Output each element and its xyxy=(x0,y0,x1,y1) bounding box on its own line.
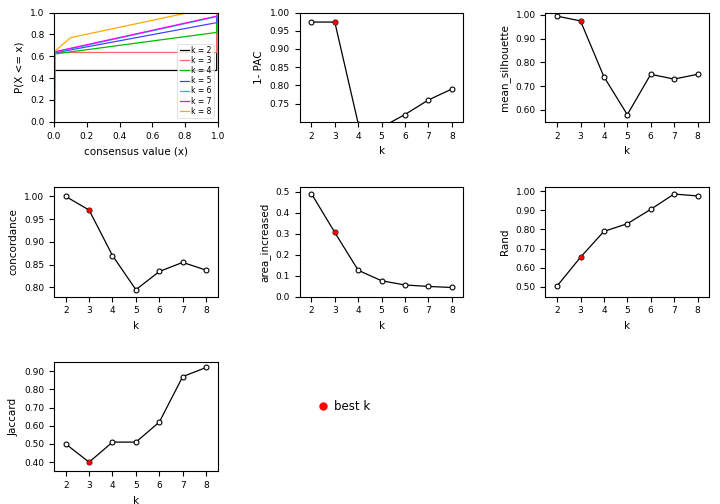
Line: k = 6: k = 6 xyxy=(54,15,217,122)
k = 2 xyxy=(213,12,222,18)
k = 8 xyxy=(213,11,222,17)
Line: k = 5: k = 5 xyxy=(54,16,217,122)
k = 4 xyxy=(179,34,187,40)
k = 4 xyxy=(125,41,134,47)
k = 2 xyxy=(50,119,58,125)
k = 6 xyxy=(179,21,187,27)
k = 7 xyxy=(179,21,187,27)
k = 3 xyxy=(213,13,222,19)
k = 3 xyxy=(209,49,217,55)
k = 2 xyxy=(212,12,221,18)
Legend: k = 2, k = 3, k = 4, k = 5, k = 6, k = 7, k = 8: k = 2, k = 3, k = 4, k = 5, k = 6, k = 7… xyxy=(177,43,214,118)
X-axis label: k: k xyxy=(132,495,139,504)
k = 5 xyxy=(125,36,134,42)
k = 4 xyxy=(50,119,58,125)
k = 3 xyxy=(209,49,217,55)
k = 7 xyxy=(209,14,217,20)
k = 8 xyxy=(179,11,187,17)
k = 4 xyxy=(212,15,221,21)
k = 6 xyxy=(209,15,217,21)
k = 5 xyxy=(50,119,58,125)
Y-axis label: concordance: concordance xyxy=(9,209,19,275)
k = 7 xyxy=(212,12,221,18)
k = 4 xyxy=(209,30,217,36)
k = 6 xyxy=(130,32,138,38)
k = 8 xyxy=(58,42,67,48)
k = 7 xyxy=(209,14,217,20)
k = 3 xyxy=(212,13,221,19)
X-axis label: k: k xyxy=(379,321,384,331)
k = 8 xyxy=(130,21,138,27)
k = 6 xyxy=(50,119,58,125)
k = 5 xyxy=(209,20,217,26)
X-axis label: k: k xyxy=(624,146,631,156)
Y-axis label: Jaccard: Jaccard xyxy=(9,398,19,435)
k = 5 xyxy=(209,20,217,26)
k = 8 xyxy=(125,22,134,28)
k = 4 xyxy=(58,50,67,56)
Legend: best k: best k xyxy=(314,395,375,418)
k = 4 xyxy=(213,15,222,21)
Y-axis label: P(X <= x): P(X <= x) xyxy=(14,41,24,93)
Line: k = 8: k = 8 xyxy=(54,13,217,122)
k = 2 xyxy=(125,68,134,74)
k = 8 xyxy=(184,10,192,16)
k = 6 xyxy=(212,12,221,18)
Line: k = 3: k = 3 xyxy=(54,16,217,122)
Y-axis label: mean_silhouette: mean_silhouette xyxy=(499,24,510,111)
Y-axis label: area_increased: area_increased xyxy=(259,202,270,282)
k = 4 xyxy=(130,40,138,46)
k = 8 xyxy=(209,10,217,16)
k = 3 xyxy=(58,49,67,55)
k = 5 xyxy=(130,35,138,41)
X-axis label: consensus value (x): consensus value (x) xyxy=(84,146,188,156)
k = 2 xyxy=(58,68,67,74)
k = 7 xyxy=(213,12,222,18)
k = 2 xyxy=(130,68,138,74)
k = 6 xyxy=(125,33,134,39)
k = 5 xyxy=(179,26,187,32)
k = 7 xyxy=(130,31,138,37)
k = 6 xyxy=(209,15,217,21)
k = 4 xyxy=(209,30,217,36)
k = 5 xyxy=(212,13,221,19)
Y-axis label: 1- PAC: 1- PAC xyxy=(254,50,264,84)
k = 6 xyxy=(58,47,67,53)
k = 5 xyxy=(58,48,67,54)
k = 2 xyxy=(209,68,217,74)
Line: k = 2: k = 2 xyxy=(54,15,217,122)
k = 3 xyxy=(125,49,134,55)
k = 8 xyxy=(209,10,217,16)
k = 7 xyxy=(125,32,134,38)
k = 3 xyxy=(130,49,138,55)
Line: k = 4: k = 4 xyxy=(54,18,217,122)
k = 3 xyxy=(50,119,58,125)
k = 7 xyxy=(50,119,58,125)
k = 3 xyxy=(179,49,187,55)
X-axis label: k: k xyxy=(624,321,631,331)
X-axis label: k: k xyxy=(132,321,139,331)
k = 7 xyxy=(58,47,67,53)
Line: k = 7: k = 7 xyxy=(54,15,217,122)
k = 2 xyxy=(209,68,217,74)
k = 5 xyxy=(213,13,222,19)
X-axis label: k: k xyxy=(379,146,384,156)
k = 8 xyxy=(50,119,58,125)
k = 6 xyxy=(213,12,222,18)
k = 2 xyxy=(179,68,187,74)
Y-axis label: Rand: Rand xyxy=(500,229,510,255)
